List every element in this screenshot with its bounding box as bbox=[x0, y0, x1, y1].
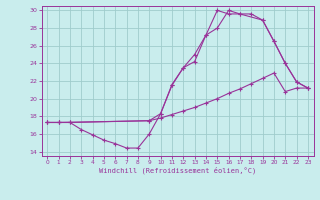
X-axis label: Windchill (Refroidissement éolien,°C): Windchill (Refroidissement éolien,°C) bbox=[99, 167, 256, 174]
